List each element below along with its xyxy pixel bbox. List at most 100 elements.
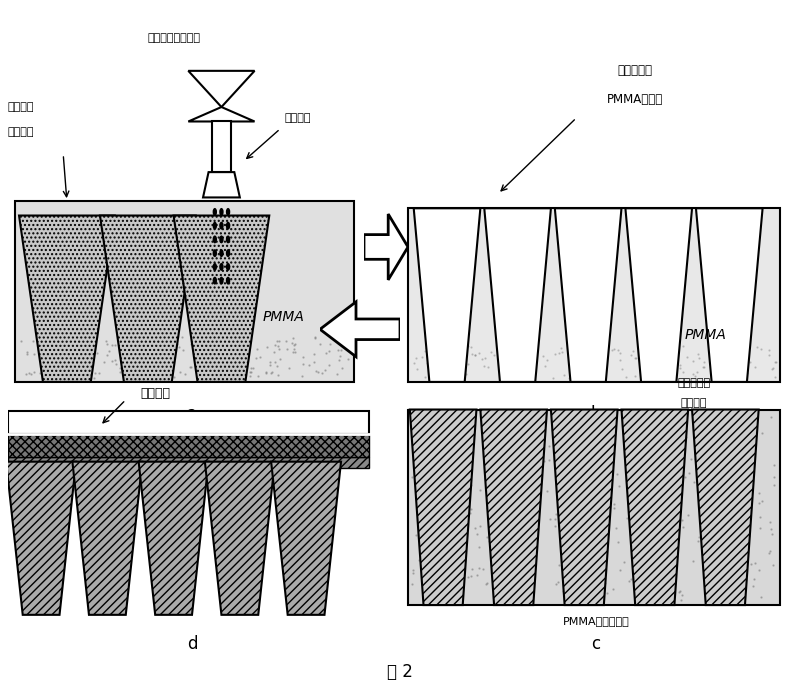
Point <box>576 477 589 488</box>
Ellipse shape <box>226 276 230 285</box>
Point <box>260 368 273 379</box>
Point <box>328 334 341 345</box>
Point <box>656 370 669 381</box>
Point <box>44 331 57 342</box>
Point <box>502 434 514 445</box>
Point <box>498 428 510 439</box>
Point <box>297 351 310 362</box>
Point <box>613 565 626 576</box>
Point <box>245 363 258 374</box>
Point <box>416 524 429 535</box>
Point <box>464 508 477 519</box>
Point <box>25 369 38 380</box>
Point <box>565 459 578 470</box>
Point <box>418 345 431 356</box>
Point <box>52 339 65 350</box>
Point <box>484 551 497 562</box>
Point <box>662 366 675 377</box>
Point <box>610 522 623 533</box>
Point <box>506 554 519 565</box>
Point <box>523 510 536 521</box>
Point <box>515 519 528 530</box>
Point <box>762 344 775 355</box>
Polygon shape <box>484 209 551 382</box>
Point <box>162 351 174 362</box>
Point <box>620 372 633 383</box>
Point <box>648 370 661 381</box>
Point <box>420 343 433 354</box>
Point <box>461 421 474 432</box>
Point <box>734 417 747 428</box>
Text: PMMA将被腐蕴掉: PMMA将被腐蕴掉 <box>562 616 630 626</box>
Point <box>64 345 77 356</box>
Point <box>114 366 126 377</box>
Ellipse shape <box>226 235 230 244</box>
Point <box>522 572 535 583</box>
Point <box>770 357 782 368</box>
Point <box>745 558 758 569</box>
Point <box>101 338 114 349</box>
Point <box>672 473 685 484</box>
Point <box>625 350 638 361</box>
Point <box>197 344 210 355</box>
Point <box>697 362 710 372</box>
Point <box>630 353 643 364</box>
Point <box>753 564 766 575</box>
Point <box>554 343 567 354</box>
Point <box>509 364 522 375</box>
Point <box>406 579 418 590</box>
Point <box>612 536 625 547</box>
Point <box>635 372 648 383</box>
Polygon shape <box>205 462 275 615</box>
Point <box>612 344 625 355</box>
Point <box>489 469 502 480</box>
Point <box>586 483 599 494</box>
Point <box>689 371 702 382</box>
Point <box>546 425 558 436</box>
Point <box>59 355 72 366</box>
Point <box>658 574 671 585</box>
Point <box>228 352 241 363</box>
Point <box>616 364 629 375</box>
Point <box>308 356 321 367</box>
Point <box>40 332 53 343</box>
Point <box>622 501 635 512</box>
Point <box>667 501 680 512</box>
Point <box>446 470 459 481</box>
Point <box>550 578 562 589</box>
Point <box>480 579 493 590</box>
Point <box>421 357 434 368</box>
Point <box>553 348 566 359</box>
Point <box>495 417 508 428</box>
Point <box>716 342 729 353</box>
Bar <box>8 434 369 457</box>
Point <box>662 348 674 359</box>
Point <box>254 351 266 362</box>
Point <box>133 330 146 341</box>
Point <box>551 577 564 588</box>
Point <box>200 359 213 370</box>
Point <box>601 447 614 458</box>
Point <box>702 507 715 518</box>
Text: 图 2: 图 2 <box>387 663 413 681</box>
Point <box>41 359 54 370</box>
Point <box>663 565 676 576</box>
Point <box>185 362 198 372</box>
Point <box>573 369 586 380</box>
Point <box>108 355 121 366</box>
Point <box>308 348 321 359</box>
Point <box>693 532 706 543</box>
Point <box>250 353 263 364</box>
Point <box>61 350 74 361</box>
Point <box>135 355 148 366</box>
Point <box>519 490 532 501</box>
Point <box>523 572 536 583</box>
Point <box>259 367 272 378</box>
Point <box>639 358 652 369</box>
Point <box>624 510 637 521</box>
Point <box>174 367 186 378</box>
Point <box>762 547 775 558</box>
Point <box>416 486 429 497</box>
Point <box>520 345 533 356</box>
Point <box>621 512 634 523</box>
